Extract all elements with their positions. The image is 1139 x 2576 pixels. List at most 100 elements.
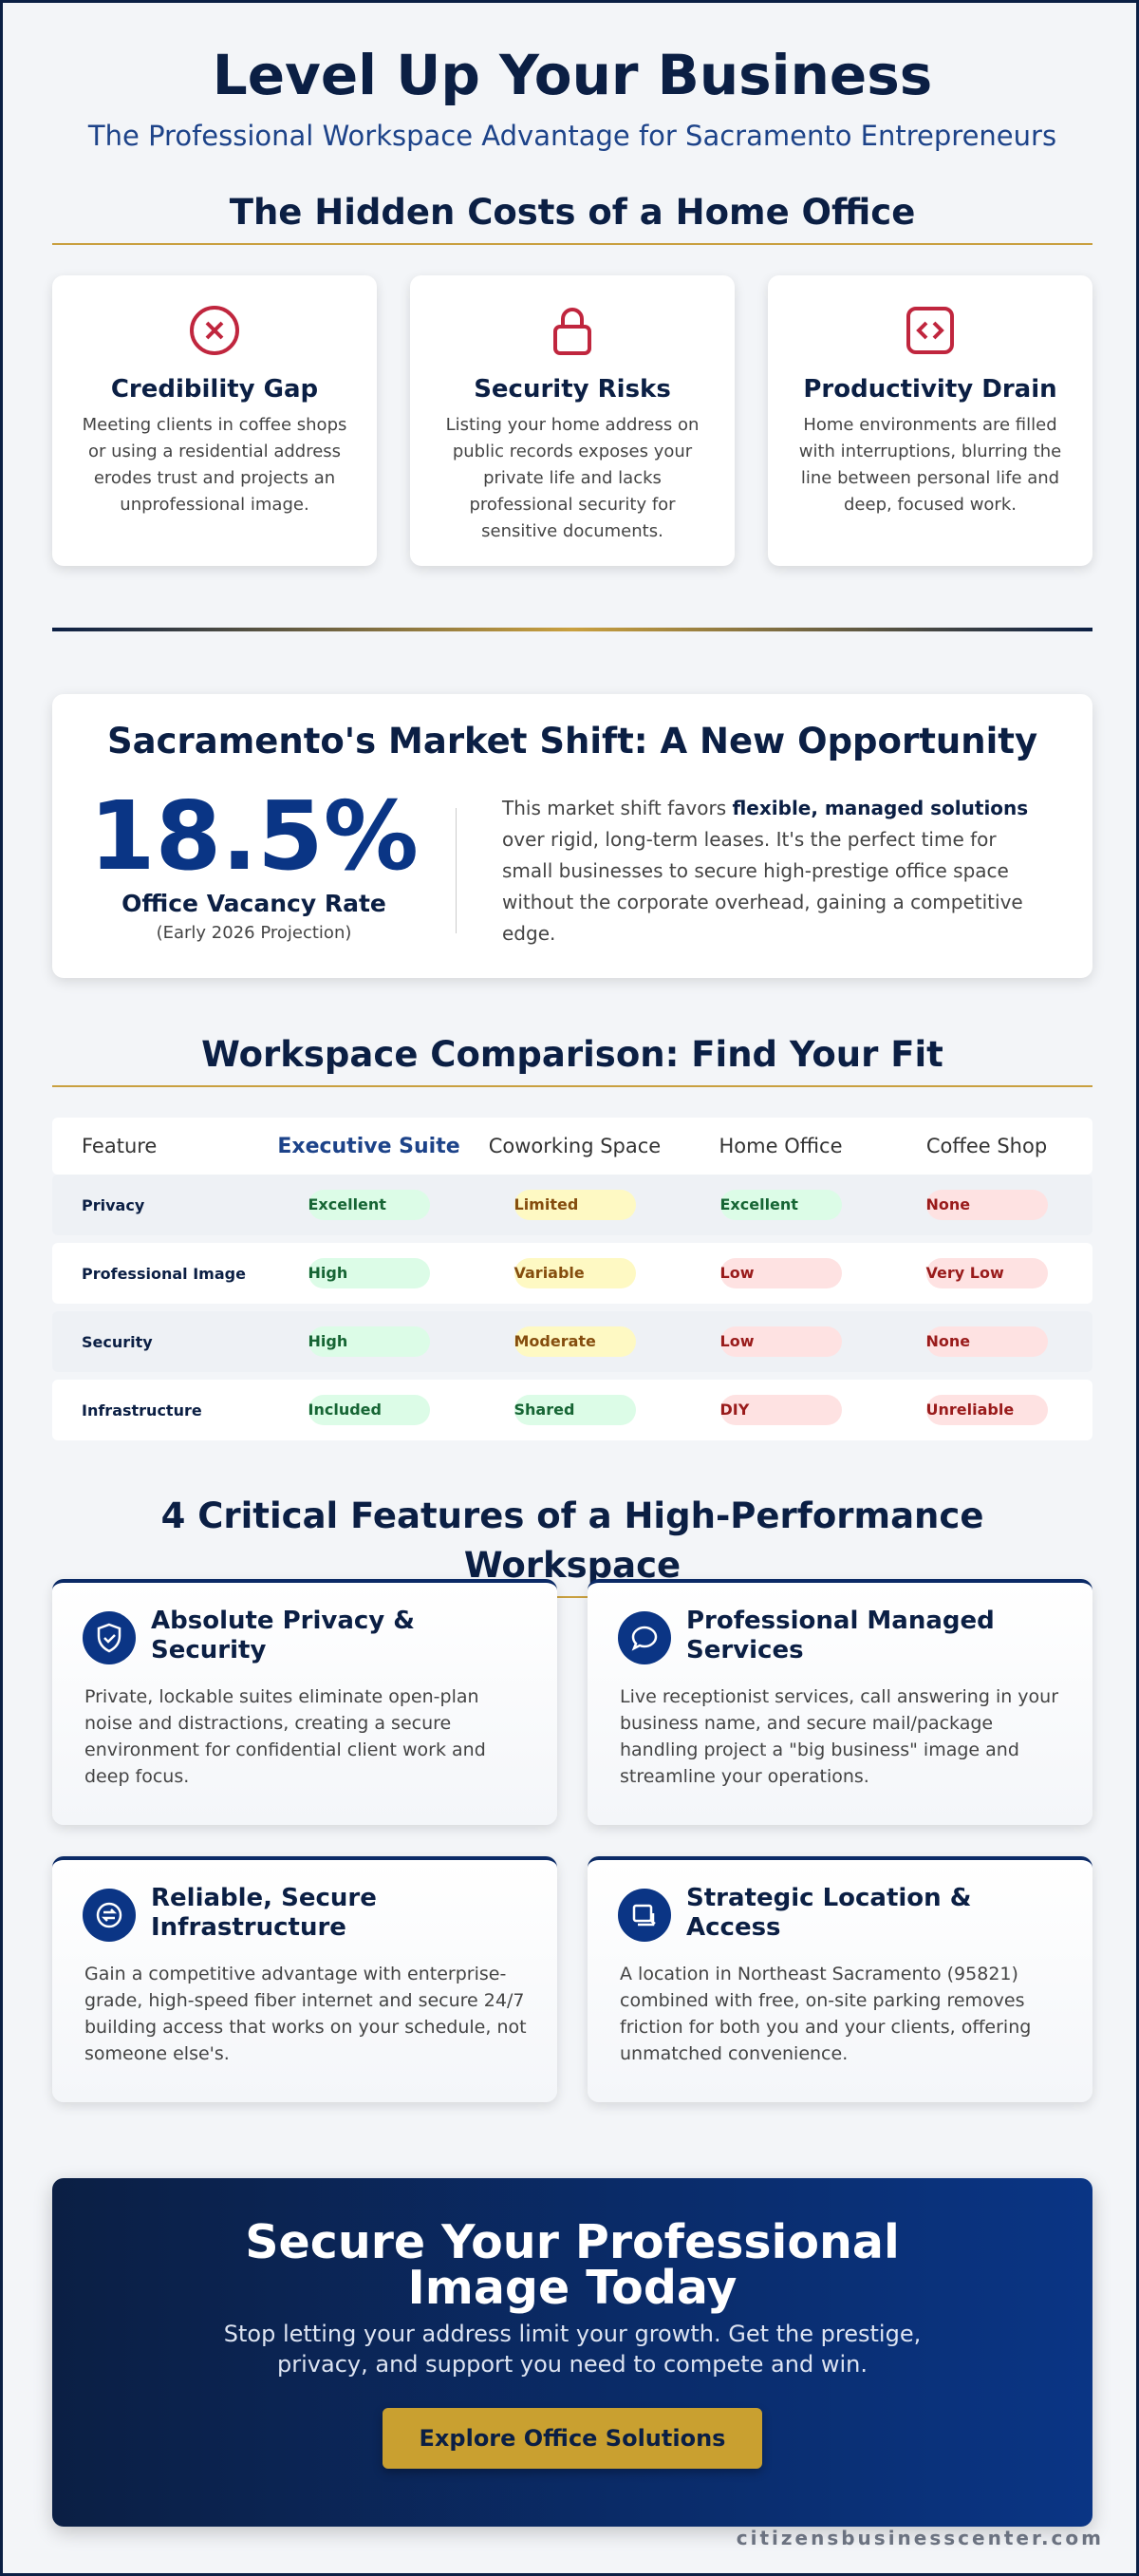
rating-pill: Shared	[513, 1395, 636, 1425]
cell: Shared	[472, 1395, 678, 1425]
feature-label: Infrastructure	[82, 1401, 202, 1420]
table-row: Infrastructure Included Shared DIY Unreliabl…	[52, 1380, 1092, 1440]
column-header: Feature	[82, 1135, 158, 1157]
rating-pill: None	[925, 1190, 1048, 1220]
feature-title-text: Absolute Privacy & Security	[151, 1607, 415, 1664]
divider	[456, 808, 457, 933]
section-heading: Workspace Comparison: Find Your Fit	[52, 1030, 1092, 1087]
market-card: Sacramento's Market Shift: A New Opportu…	[52, 694, 1092, 978]
feature-card: Professional Managed Services Live recept…	[588, 1579, 1092, 1825]
bold-text: flexible, managed solutions	[732, 797, 1029, 819]
card-title: Credibility Gap	[110, 375, 319, 404]
cell: DIY	[678, 1395, 884, 1425]
feature-text: Private, lockable suites eliminate open-…	[84, 1686, 486, 1787]
cell: Low	[678, 1258, 884, 1288]
card-text: Listing your home address on public reco…	[445, 415, 700, 541]
rating-pill: DIY	[719, 1395, 842, 1425]
rating-pill: Low	[719, 1326, 842, 1357]
cell: None	[884, 1190, 1090, 1220]
table-row: Professional Image High Variable Low Very Lo…	[52, 1243, 1092, 1304]
cell: High	[266, 1326, 472, 1357]
table-row: Security High Moderate Low None	[52, 1311, 1092, 1372]
cost-card: Credibility Gap Meeting clients in coffe…	[52, 275, 377, 566]
costs-section: The Hidden Costs of a Home Office	[52, 188, 1092, 245]
feature-title: Absolute Privacy & Security	[151, 1598, 531, 1674]
icon	[97, 1623, 121, 1653]
feature-card: Strategic Location & Access A location in…	[588, 1856, 1092, 2102]
feature-title-text: Strategic Location & Access	[686, 1884, 972, 1942]
column-header: Coworking Space	[488, 1135, 662, 1157]
market-text: This market shift favors flexible, manag…	[502, 793, 1053, 950]
cost-cards: Credibility Gap Meeting clients in coffe…	[52, 275, 1092, 566]
cell: Unreliable	[884, 1395, 1090, 1425]
comparison-table: Feature Executive Suite Coworking Space Hom…	[52, 1118, 1092, 1448]
cost-card: Security Risks Listing your home address…	[410, 275, 735, 566]
cta-title: Secure Your Professional Image Today	[245, 2215, 900, 2315]
card-text: Meeting clients in coffee shops or using…	[82, 415, 347, 515]
text: This market shift favors	[502, 797, 733, 819]
feature-icon	[618, 1889, 671, 1942]
feature-title-text: Professional Managed Services	[686, 1607, 995, 1664]
footer-site: citizensbusinesscenter.com	[736, 2527, 1104, 2549]
cta: Secure Your Professional Image Today Sto…	[52, 2178, 1092, 2527]
rating-pill: Very Low	[925, 1258, 1048, 1288]
cell: Included	[266, 1395, 472, 1425]
text: over rigid, long-term leases. It's the p…	[502, 828, 1023, 945]
feature-cards: Absolute Privacy & Security Private, lock…	[52, 1579, 1092, 2102]
feature-card: Reliable, Secure Infrastructure Gain a co…	[52, 1856, 557, 2102]
rating-pill: Unreliable	[925, 1395, 1048, 1425]
rating-pill: High	[308, 1258, 430, 1288]
section-heading: The Hidden Costs of a Home Office	[52, 188, 1092, 245]
card-title: Security Risks	[474, 375, 671, 404]
divider	[52, 628, 1092, 631]
icon	[906, 307, 954, 354]
icon	[190, 306, 239, 355]
cell: Variable	[472, 1258, 678, 1288]
cell: Low	[678, 1326, 884, 1357]
rating-pill: High	[308, 1326, 430, 1357]
cell: None	[884, 1326, 1090, 1357]
card-title: Productivity Drain	[803, 375, 1057, 404]
feature-card: Absolute Privacy & Security Private, lock…	[52, 1579, 557, 1825]
table-header: Feature Executive Suite Coworking Space Hom…	[52, 1118, 1092, 1175]
cell: High	[266, 1258, 472, 1288]
icon	[631, 1626, 658, 1651]
cell: Excellent	[678, 1190, 884, 1220]
rating-pill: None	[925, 1326, 1048, 1357]
rating-pill: Limited	[513, 1190, 636, 1220]
icon	[96, 1902, 122, 1928]
stat: 18.5%	[89, 780, 419, 892]
cta-text: Stop letting your address limit your gro…	[223, 2321, 922, 2378]
cell: Excellent	[266, 1190, 472, 1220]
cell: Very Low	[884, 1258, 1090, 1288]
feature-icon	[83, 1889, 136, 1942]
stat-label: Office Vacancy Rate	[121, 890, 386, 917]
features-section: 4 Critical Features of a High-Performanc…	[52, 1492, 1092, 1598]
cta-button[interactable]: Explore Office Solutions	[383, 2408, 762, 2469]
feature-icon	[83, 1611, 136, 1664]
stat-note: (Early 2026 Projection)	[156, 923, 352, 943]
rating-pill: Excellent	[308, 1190, 430, 1220]
feature-title: Strategic Location & Access	[686, 1875, 1066, 1951]
column-header: Coffee Shop	[925, 1135, 1048, 1157]
stat-block: 18.5% Office Vacancy Rate (Early 2026 Pr…	[52, 784, 456, 948]
title: Level Up Your Business	[212, 43, 933, 107]
feature-label: Privacy	[82, 1195, 145, 1214]
feature-label: Security	[82, 1332, 153, 1351]
subtitle: The Professional Workspace Advantage for…	[87, 120, 1057, 152]
cost-card: Productivity Drain Home environments are…	[768, 275, 1092, 566]
section-heading: 4 Critical Features of a High-Performanc…	[52, 1492, 1092, 1598]
table-row: Privacy Excellent Limited Excellent None	[52, 1175, 1092, 1235]
rating-pill: Low	[719, 1258, 842, 1288]
feature-label: Professional Image	[82, 1264, 246, 1283]
column-header: Home Office	[719, 1135, 843, 1157]
feature-text: Gain a competitive advantage with enterp…	[84, 1964, 527, 2064]
feature-text: Live receptionist services, call answeri…	[620, 1686, 1059, 1787]
rating-pill: Moderate	[513, 1326, 636, 1357]
rating-pill: Excellent	[719, 1190, 842, 1220]
rating-pill: Variable	[513, 1258, 636, 1288]
feature-title: Professional Managed Services	[686, 1598, 1066, 1674]
market-heading: Sacramento's Market Shift: A New Opportu…	[106, 721, 1038, 762]
cell: Limited	[472, 1190, 678, 1220]
